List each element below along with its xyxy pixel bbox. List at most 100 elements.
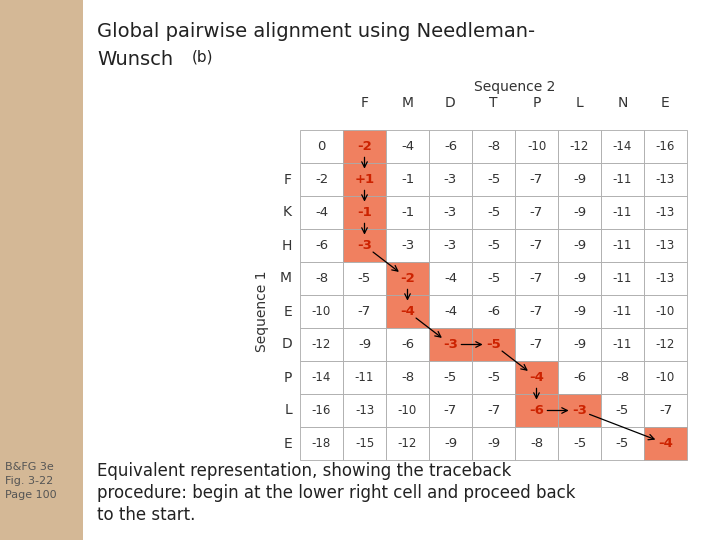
Text: M: M <box>402 96 413 110</box>
Text: -4: -4 <box>444 272 457 285</box>
Bar <box>558 295 601 328</box>
Bar <box>472 427 515 460</box>
Text: -4: -4 <box>444 305 457 318</box>
Text: -10: -10 <box>398 404 417 417</box>
Text: -12: -12 <box>656 338 675 351</box>
Text: -3: -3 <box>357 239 372 252</box>
Bar <box>386 295 429 328</box>
Bar <box>644 295 687 328</box>
Bar <box>472 229 515 262</box>
Bar <box>386 196 429 229</box>
Text: -9: -9 <box>573 239 586 252</box>
Bar <box>601 394 644 427</box>
Bar <box>558 394 601 427</box>
Text: -16: -16 <box>656 140 675 153</box>
Bar <box>429 427 472 460</box>
Text: -13: -13 <box>355 404 374 417</box>
Text: -14: -14 <box>312 371 331 384</box>
Bar <box>343 229 386 262</box>
Bar <box>601 328 644 361</box>
Bar <box>429 196 472 229</box>
Text: -5: -5 <box>487 371 500 384</box>
Text: -8: -8 <box>530 437 543 450</box>
Bar <box>558 130 601 163</box>
Bar <box>515 295 558 328</box>
Text: -4: -4 <box>529 371 544 384</box>
Bar <box>300 394 343 427</box>
Text: -2: -2 <box>315 173 328 186</box>
Bar <box>343 427 386 460</box>
Bar <box>300 328 343 361</box>
Bar <box>429 328 472 361</box>
Bar <box>386 130 429 163</box>
Bar <box>386 163 429 196</box>
Text: -6: -6 <box>401 338 414 351</box>
Bar <box>601 361 644 394</box>
Text: -5: -5 <box>486 338 501 351</box>
Bar <box>429 295 472 328</box>
Text: -5: -5 <box>616 404 629 417</box>
Bar <box>515 262 558 295</box>
Text: +1: +1 <box>354 173 374 186</box>
Text: -11: -11 <box>613 338 632 351</box>
Text: -7: -7 <box>530 239 543 252</box>
Text: -8: -8 <box>315 272 328 285</box>
Text: L: L <box>575 96 583 110</box>
Text: P: P <box>284 370 292 384</box>
Bar <box>558 328 601 361</box>
Text: -4: -4 <box>400 305 415 318</box>
Text: -5: -5 <box>487 239 500 252</box>
Text: -13: -13 <box>656 173 675 186</box>
Text: -16: -16 <box>312 404 331 417</box>
Text: -9: -9 <box>487 437 500 450</box>
Text: -10: -10 <box>312 305 331 318</box>
Bar <box>300 196 343 229</box>
Bar <box>429 130 472 163</box>
Bar <box>343 262 386 295</box>
Text: -7: -7 <box>444 404 457 417</box>
Text: -11: -11 <box>613 239 632 252</box>
Bar <box>300 130 343 163</box>
Bar <box>0 0 83 540</box>
Text: -4: -4 <box>315 206 328 219</box>
Bar <box>601 262 644 295</box>
Text: K: K <box>283 206 292 219</box>
Bar <box>300 427 343 460</box>
Bar <box>558 427 601 460</box>
Text: -1: -1 <box>401 206 414 219</box>
Text: Fig. 3-22: Fig. 3-22 <box>5 476 53 486</box>
Bar <box>644 361 687 394</box>
Bar <box>644 196 687 229</box>
Text: -8: -8 <box>616 371 629 384</box>
Text: -7: -7 <box>530 206 543 219</box>
Bar <box>472 130 515 163</box>
Text: -3: -3 <box>444 173 457 186</box>
Text: -3: -3 <box>401 239 414 252</box>
Text: Sequence 1: Sequence 1 <box>255 271 269 352</box>
Text: -6: -6 <box>529 404 544 417</box>
Bar <box>472 196 515 229</box>
Bar <box>343 295 386 328</box>
Bar <box>601 229 644 262</box>
Text: -3: -3 <box>444 239 457 252</box>
Text: H: H <box>282 239 292 253</box>
Bar <box>558 229 601 262</box>
Text: F: F <box>284 172 292 186</box>
Text: Global pairwise alignment using Needleman-: Global pairwise alignment using Needlema… <box>97 22 535 41</box>
Text: -8: -8 <box>487 140 500 153</box>
Text: -10: -10 <box>527 140 546 153</box>
Bar <box>558 196 601 229</box>
Text: -7: -7 <box>358 305 371 318</box>
Text: -6: -6 <box>573 371 586 384</box>
Text: -9: -9 <box>573 173 586 186</box>
Text: -1: -1 <box>401 173 414 186</box>
Text: -13: -13 <box>656 272 675 285</box>
Bar <box>644 328 687 361</box>
Bar <box>644 427 687 460</box>
Text: -5: -5 <box>487 173 500 186</box>
Bar <box>472 394 515 427</box>
Text: -5: -5 <box>616 437 629 450</box>
Bar <box>558 262 601 295</box>
Bar <box>386 229 429 262</box>
Text: -6: -6 <box>487 305 500 318</box>
